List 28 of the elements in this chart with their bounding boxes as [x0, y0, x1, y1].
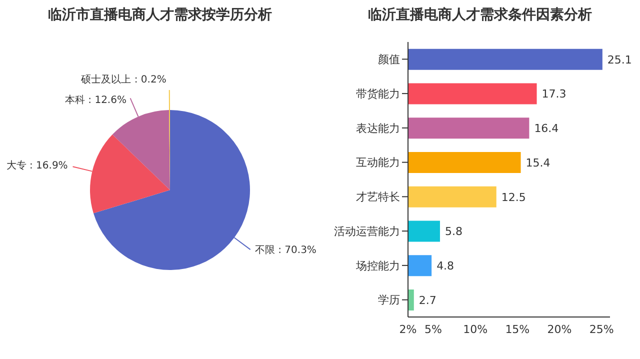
slice-label: 大专 : 16.9%	[6, 160, 68, 172]
data-label: 2.7	[418, 294, 436, 307]
slice-label: 不限 : 70.3%	[254, 245, 316, 256]
x-tick-label: 15%	[505, 322, 530, 336]
data-label: 4.8	[436, 260, 454, 273]
y-tick-label: 颜值	[378, 53, 400, 66]
data-label: 12.5	[501, 190, 526, 204]
x-tick-label: 2%	[399, 322, 417, 336]
y-tick-label: 场控能力	[355, 259, 400, 272]
y-tick-label: 表达能力	[356, 122, 400, 135]
x-tick-label: 5%	[424, 322, 442, 336]
slice-label: 硕士及以上 : 0.2%	[80, 74, 166, 86]
chart-title: 临沂直播电商人才需求条件因素分析	[367, 6, 593, 24]
data-label: 15.4	[526, 156, 550, 170]
chart-title: 临沂市直播电商人才需求按学历分析	[47, 6, 273, 24]
x-tick-label: 10%	[463, 322, 488, 336]
data-label: 25.1	[607, 53, 632, 66]
y-tick-label: 带货能力	[356, 87, 400, 100]
data-label: 5.8	[444, 225, 462, 238]
data-label: 16.4	[534, 122, 559, 136]
y-tick-label: 学历	[378, 294, 400, 307]
x-tick-label: 25%	[589, 322, 614, 336]
y-tick-label: 互动能力	[356, 156, 400, 170]
data-label: 17.3	[542, 88, 566, 101]
y-tick-label: 活动运营能力	[334, 224, 400, 238]
slice-label: 本科 : 12.6%	[64, 94, 126, 106]
y-tick-label: 才艺特长	[356, 190, 400, 204]
x-tick-label: 20%	[547, 322, 572, 336]
